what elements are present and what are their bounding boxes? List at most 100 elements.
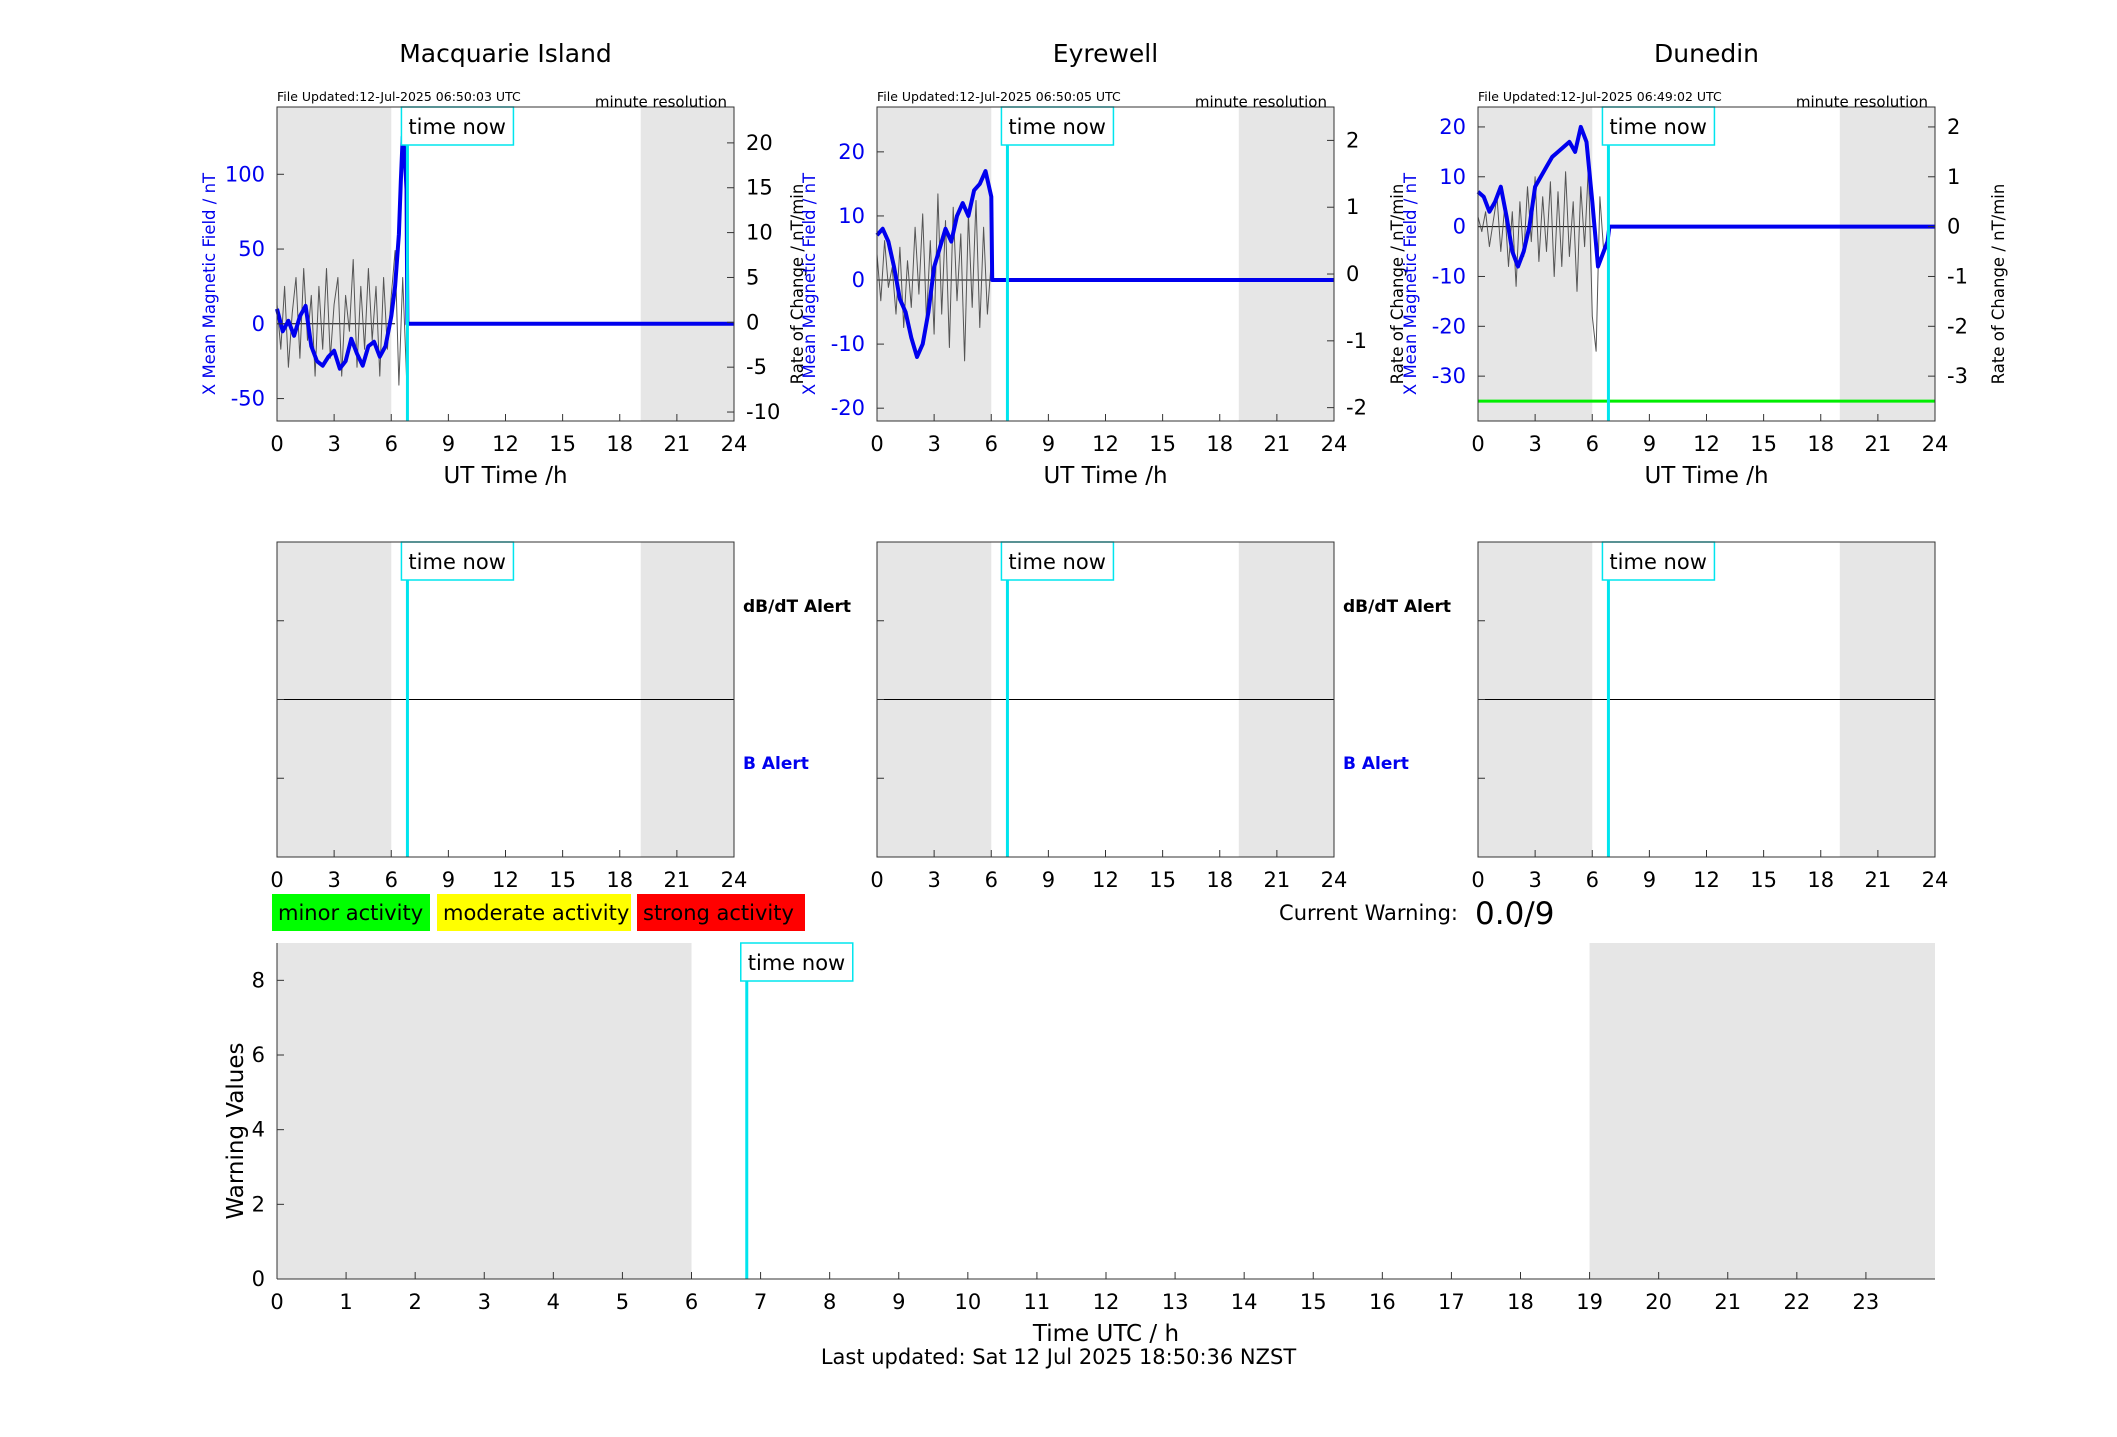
warning-y-tick-label: 8 — [252, 968, 265, 992]
time-now-box — [1601, 541, 1716, 581]
x-tick-label: 15 — [1750, 432, 1777, 456]
x-tick-label: 8 — [823, 1290, 836, 1314]
x-tick-label: 18 — [606, 868, 633, 892]
x-tick-label: 21 — [1865, 432, 1892, 456]
x-tick-label: 11 — [1024, 1290, 1051, 1314]
legend-chip-2 — [435, 892, 633, 933]
time-now-box — [400, 106, 515, 146]
x-tick-label: 12 — [1093, 1290, 1120, 1314]
minute-resolution: minute resolution — [1796, 93, 1928, 111]
x-tick-label: 2 — [408, 1290, 421, 1314]
time-now-box — [740, 942, 854, 982]
y-tick-label: 10 — [1439, 165, 1466, 189]
y-tick-label: 20 — [838, 140, 865, 164]
x-tick-label: 20 — [1645, 1290, 1672, 1314]
field-series — [875, 169, 1334, 359]
y-right-tick-label: 0 — [746, 310, 759, 334]
x-tick-label: 21 — [1264, 868, 1291, 892]
x-tick-label: 19 — [1576, 1290, 1603, 1314]
x-tick-label: 12 — [1693, 432, 1720, 456]
x-axis-label: UT Time /h — [1644, 463, 1768, 489]
rate-of-change-series — [276, 250, 407, 386]
x-tick-label: 18 — [1206, 432, 1233, 456]
y-right-axis-label: Rate of Change / nT/min — [1388, 184, 1407, 385]
y-right-tick-label: -10 — [746, 400, 780, 424]
y-tick-label: -10 — [1432, 264, 1466, 288]
x-tick-label: 3 — [327, 868, 340, 892]
x-tick-label: 15 — [1149, 868, 1176, 892]
x-tick-label: 6 — [385, 868, 398, 892]
x-tick-label: 21 — [664, 432, 691, 456]
y-tick-label: 100 — [225, 162, 265, 186]
x-tick-label: 6 — [685, 1290, 698, 1314]
y-right-axis-label: Rate of Change / nT/min — [1989, 184, 2008, 385]
time-now-label: time now — [1008, 550, 1105, 574]
x-tick-label: 21 — [1714, 1290, 1741, 1314]
y-right-tick-label: 10 — [746, 221, 773, 245]
y-right-axis-label: Rate of Change / nT/min — [788, 184, 807, 385]
warning-x-axis-label: Time UTC / h — [1032, 1321, 1179, 1347]
x-tick-label: 24 — [1321, 432, 1348, 456]
warning-y-tick-label: 2 — [252, 1192, 265, 1216]
y-right-tick-label: 0 — [1346, 262, 1359, 286]
field-series — [1476, 124, 1935, 269]
x-tick-label: 12 — [1092, 432, 1119, 456]
file-updated: File Updated:12-Jul-2025 06:49:02 UTC — [1478, 89, 1722, 104]
warning-y-tick-label: 4 — [252, 1118, 265, 1142]
x-tick-label: 9 — [1042, 432, 1055, 456]
b-alert-label: B Alert — [1343, 754, 1409, 774]
night-shade-2 — [1238, 107, 1334, 421]
night-shade-2 — [640, 107, 734, 421]
x-tick-label: 24 — [1922, 868, 1949, 892]
y-right-tick-label: 2 — [1947, 115, 1960, 139]
y-tick-label: 50 — [238, 237, 265, 261]
x-tick-label: 5 — [616, 1290, 629, 1314]
y-tick-label: 0 — [852, 268, 865, 292]
x-tick-label: 3 — [327, 432, 340, 456]
y-tick-label: 0 — [252, 312, 265, 336]
file-updated: File Updated:12-Jul-2025 06:50:05 UTC — [877, 89, 1121, 104]
x-tick-label: 23 — [1853, 1290, 1880, 1314]
x-tick-label: 14 — [1231, 1290, 1258, 1314]
x-tick-label: 0 — [1471, 868, 1484, 892]
x-tick-label: 22 — [1783, 1290, 1810, 1314]
current-warning-value: 0.0/9 — [1475, 896, 1554, 932]
legend-chip-3 — [635, 892, 807, 933]
y-right-tick-label: -3 — [1947, 364, 1968, 388]
x-tick-label: 0 — [870, 868, 883, 892]
x-tick-label: 16 — [1369, 1290, 1396, 1314]
chart-title: Macquarie Island — [399, 39, 612, 68]
y-axis-label: X Mean Magnetic Field / nT — [800, 172, 819, 395]
time-now-label: time now — [408, 550, 505, 574]
y-right-tick-label: 5 — [746, 265, 759, 289]
x-tick-label: 9 — [1643, 868, 1656, 892]
x-tick-label: 12 — [492, 868, 519, 892]
x-tick-label: 9 — [1042, 868, 1055, 892]
x-tick-label: 15 — [549, 432, 576, 456]
x-tick-label: 6 — [1586, 432, 1599, 456]
x-tick-label: 15 — [1300, 1290, 1327, 1314]
x-tick-label: 3 — [927, 432, 940, 456]
y-right-tick-label: -2 — [1346, 396, 1367, 420]
dbdt-alert-label: dB/dT Alert — [1343, 597, 1451, 617]
x-tick-label: 9 — [1643, 432, 1656, 456]
x-tick-label: 0 — [870, 432, 883, 456]
legend-label-1: minor activity — [278, 901, 423, 925]
time-now-box — [1601, 106, 1716, 146]
minute-resolution: minute resolution — [595, 93, 727, 111]
y-right-tick-label: 0 — [1947, 215, 1960, 239]
x-tick-label: 1 — [339, 1290, 352, 1314]
y-tick-label: 0 — [1453, 215, 1466, 239]
y-tick-label: 10 — [838, 204, 865, 228]
time-now-label: time now — [1609, 115, 1706, 139]
night-shade-2 — [1589, 943, 1935, 1279]
time-now-label: time now — [1609, 550, 1706, 574]
x-tick-label: 9 — [442, 868, 455, 892]
x-tick-label: 21 — [1264, 432, 1291, 456]
x-tick-label: 17 — [1438, 1290, 1465, 1314]
x-tick-label: 3 — [1528, 868, 1541, 892]
x-tick-label: 18 — [606, 432, 633, 456]
current-warning-label: Current Warning: — [1279, 901, 1458, 925]
